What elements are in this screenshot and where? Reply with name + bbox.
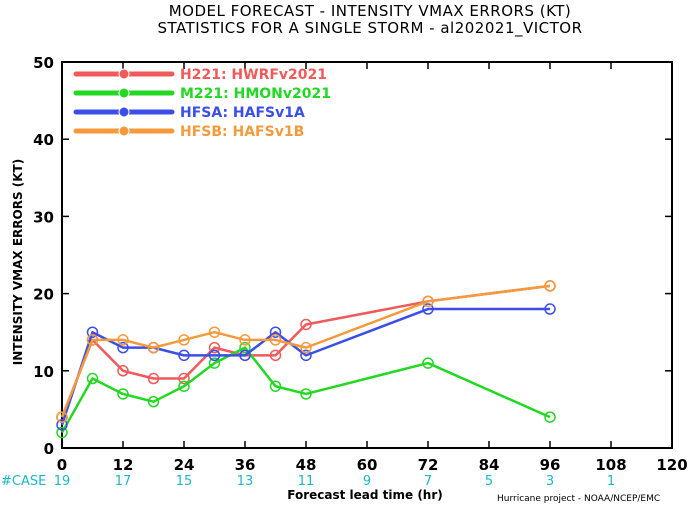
data-point (544, 303, 556, 315)
legend-label: HFSA: HAFSv1A (180, 105, 305, 121)
series-line-hfsa (60, 307, 550, 426)
x-axis-label: Forecast lead time (hr) (287, 488, 443, 502)
case-label: #CASE (1, 474, 46, 489)
data-point (422, 357, 434, 369)
data-point (239, 349, 251, 362)
data-point (208, 341, 221, 354)
y-tick-label: 20 (33, 286, 54, 304)
data-point (86, 372, 99, 385)
legend-marker (118, 68, 130, 80)
data-point (117, 365, 129, 377)
series-hfsb (56, 280, 556, 423)
data-point (544, 411, 556, 423)
data-point (147, 341, 160, 354)
data-point (56, 411, 68, 423)
x-tick-label: 108 (595, 456, 626, 474)
data-point (117, 334, 129, 346)
data-point (117, 341, 129, 354)
legend-marker (118, 87, 130, 99)
data-point (239, 334, 251, 346)
x-tick-label: 24 (174, 456, 195, 474)
legend-label: M221: HMONv2021 (180, 86, 331, 102)
x-tick-label: 60 (357, 456, 378, 474)
data-point (422, 295, 434, 308)
data-point (239, 341, 251, 354)
case-count: 19 (54, 474, 71, 489)
data-point (208, 357, 221, 369)
series-line-h221 (60, 284, 551, 418)
data-point (269, 326, 282, 338)
data-point (300, 349, 312, 362)
x-tick-label: 36 (235, 456, 256, 474)
legend-marker (118, 106, 130, 118)
y-tick-label: 10 (33, 363, 54, 381)
x-tick-label: 12 (113, 456, 134, 474)
case-count: 1 (607, 474, 615, 489)
legend-item-hfsa: HFSA: HAFSv1A (73, 105, 305, 121)
x-tick-label: 72 (418, 456, 439, 474)
x-tick-label: 96 (540, 456, 561, 474)
case-count: 15 (176, 474, 193, 489)
data-point (178, 380, 190, 392)
x-tick-label: 84 (479, 456, 500, 474)
y-tick-label: 40 (33, 131, 54, 149)
legend-marker (118, 125, 130, 137)
chart-subtitle: STATISTICS FOR A SINGLE STORM - al202021… (157, 19, 582, 38)
data-point (56, 426, 68, 439)
data-point (300, 341, 312, 354)
series-hfsa (56, 303, 556, 431)
case-count: 3 (546, 474, 554, 489)
y-tick-label: 50 (33, 54, 54, 72)
case-count: 5 (485, 474, 493, 489)
x-tick-label: 48 (296, 456, 317, 474)
legend-item-m221: M221: HMONv2021 (73, 86, 331, 102)
legend-label: HFSB: HAFSv1B (180, 124, 304, 140)
x-tick-label: 120 (656, 456, 687, 474)
legend-item-h221: H221: HWRFv2021 (73, 67, 327, 83)
data-point (269, 380, 282, 392)
data-point (178, 372, 190, 385)
case-count: 11 (298, 474, 315, 489)
data-point (178, 334, 190, 346)
y-axis-label: INTENSITY VMAX ERRORS (KT) (11, 159, 25, 365)
series-m221 (56, 341, 556, 439)
legend-item-hfsb: HFSB: HAFSv1B (73, 124, 304, 140)
data-point (208, 349, 221, 362)
data-point (300, 388, 312, 400)
data-point (86, 334, 99, 346)
x-tick-label: 0 (57, 456, 67, 474)
y-tick-label: 0 (44, 440, 54, 458)
y-tick-label: 30 (33, 208, 54, 226)
data-point (422, 303, 434, 315)
data-point (56, 419, 68, 431)
data-point (269, 334, 282, 346)
data-point (269, 349, 282, 362)
data-point (117, 388, 129, 400)
series-line-m221 (60, 346, 551, 434)
data-point (208, 326, 221, 338)
data-point (147, 372, 160, 385)
data-point (300, 318, 312, 331)
series-h221 (56, 280, 556, 423)
legend: H221: HWRFv2021 M221: HMONv2021 HFSA: HAFS… (73, 67, 331, 140)
data-point (178, 349, 190, 362)
case-count: 17 (115, 474, 132, 489)
data-point (147, 395, 160, 408)
series-line-hfsb (60, 284, 551, 418)
data-point (544, 280, 556, 292)
data-point (86, 326, 99, 338)
credit-text: Hurricane project - NOAA/NCEP/EMC (497, 494, 660, 504)
chart-title: MODEL FORECAST - INTENSITY VMAX ERRORS (… (169, 2, 572, 20)
case-count: 9 (363, 474, 371, 489)
case-count: 13 (237, 474, 254, 489)
case-count: 7 (424, 474, 432, 489)
legend-label: H221: HWRFv2021 (180, 67, 327, 83)
plot-frame (61, 61, 673, 449)
